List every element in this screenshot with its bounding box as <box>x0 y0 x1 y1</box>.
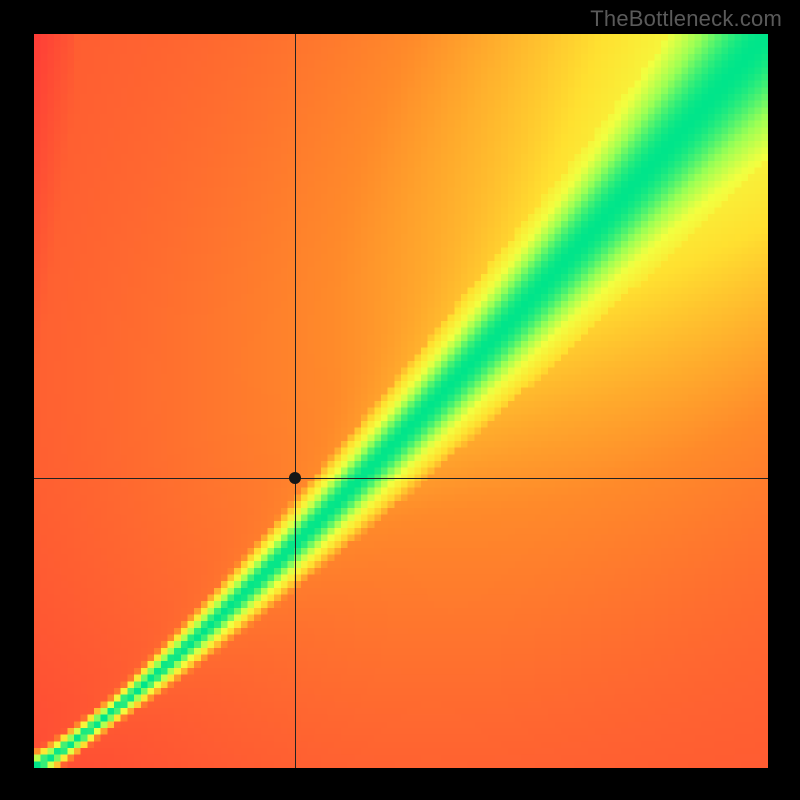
watermark-text: TheBottleneck.com <box>590 6 782 32</box>
plot-area <box>34 34 768 768</box>
chart-container: TheBottleneck.com <box>0 0 800 800</box>
marker-point <box>289 472 301 484</box>
heatmap-canvas <box>34 34 768 768</box>
